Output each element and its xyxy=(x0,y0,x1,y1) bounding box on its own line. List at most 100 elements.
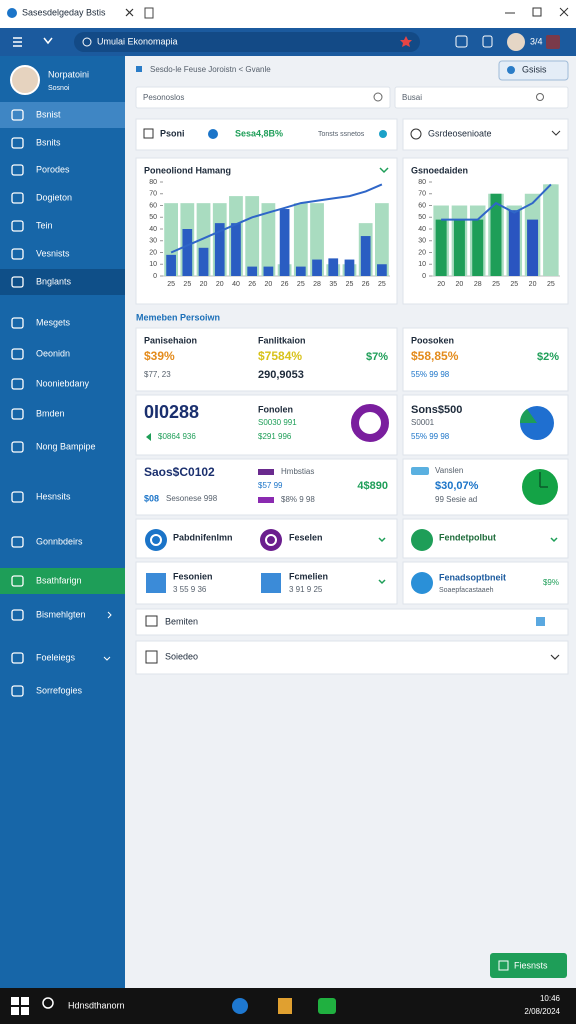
menu-item[interactable]: Tein xyxy=(36,220,53,230)
menu-item[interactable]: Gonnbdeirs xyxy=(36,536,83,546)
address-bar[interactable] xyxy=(74,32,420,52)
maximize[interactable] xyxy=(532,7,542,17)
menu-item[interactable]: Nooniebdany xyxy=(36,378,90,388)
x-tick-label: 25 xyxy=(346,281,354,288)
user-avatar[interactable] xyxy=(10,65,40,95)
sidebar-menu: Bsnist Bsnits Porodes Dogieton Tein Vesnists B… xyxy=(0,102,125,697)
footer-button[interactable] xyxy=(490,953,567,978)
menu-item-bg[interactable] xyxy=(0,269,125,295)
kpi-sub: 55% 99 98 xyxy=(411,370,450,379)
menu-item[interactable]: Bmden xyxy=(36,408,65,418)
menu-icon xyxy=(11,378,24,390)
report-sub: 3 91 9 25 xyxy=(289,585,323,594)
menu-item[interactable]: Bismehlgten xyxy=(36,609,86,619)
panel[interactable] xyxy=(135,640,569,675)
bar xyxy=(508,210,520,276)
extension-icon[interactable] xyxy=(455,35,468,48)
menu-item[interactable]: Sorrefogies xyxy=(36,685,83,695)
chart-chevron[interactable] xyxy=(379,167,389,174)
bar xyxy=(166,254,176,276)
menu-item[interactable]: Dogieton xyxy=(36,192,72,202)
menu-item[interactable]: Foeleiegs xyxy=(36,652,76,662)
summary-note: Tonsts ssnetos xyxy=(318,131,365,138)
filter-card-label: Gsrdeosenioate xyxy=(428,128,492,138)
filter-card[interactable] xyxy=(402,118,569,151)
chevron[interactable] xyxy=(378,537,386,543)
taskbar-search[interactable]: Hdnsdthanorn xyxy=(68,1000,125,1010)
taskbar-app[interactable] xyxy=(278,998,292,1014)
x-tick-label: 20 xyxy=(529,281,537,288)
menu-button[interactable] xyxy=(13,37,22,47)
taskbar-app[interactable] xyxy=(318,998,336,1014)
tab-icon[interactable] xyxy=(144,7,154,19)
filter-input[interactable] xyxy=(394,86,569,109)
bar xyxy=(312,259,322,276)
x-tick-label: 20 xyxy=(264,281,272,288)
menu-item[interactable]: Oeonidn xyxy=(36,348,70,358)
profile-avatar[interactable] xyxy=(507,33,525,51)
tab-close[interactable] xyxy=(125,8,134,17)
y-tick-label: 30 xyxy=(418,238,426,245)
bar xyxy=(182,229,193,276)
header-button-label: Gsisis xyxy=(522,64,547,74)
x-tick-label: 20 xyxy=(437,281,445,288)
bookmark-icon[interactable] xyxy=(400,36,412,47)
menu-item[interactable]: Bnglants xyxy=(36,276,72,286)
settings-button[interactable] xyxy=(546,35,560,49)
panel-toggle[interactable] xyxy=(536,617,545,626)
taskbar-app[interactable] xyxy=(232,998,248,1014)
y-tick-label: 10 xyxy=(418,261,426,268)
menu-item[interactable]: Nong Bampipe xyxy=(36,441,96,451)
search-input[interactable] xyxy=(135,86,391,109)
menu-item[interactable]: Bsathfarign xyxy=(36,575,82,585)
search-icon[interactable] xyxy=(42,997,54,1009)
menu-item[interactable]: Porodes xyxy=(36,164,70,174)
charts: Poneoliond Hamang 0 10 20 30 40 50 60 70 80 25 25 20… xyxy=(144,165,560,288)
search-icon[interactable] xyxy=(373,92,383,102)
close[interactable] xyxy=(559,7,569,17)
x-tick-label: 25 xyxy=(492,281,500,288)
start-button[interactable] xyxy=(11,997,29,1015)
footer-button-label: Fiesnsts xyxy=(514,960,548,970)
kpi-value: $58,85% xyxy=(411,349,459,363)
menu-icon xyxy=(11,164,24,176)
menu-item[interactable]: Bsnits xyxy=(36,137,61,147)
menu-chevron xyxy=(103,656,111,661)
filter-chevron[interactable] xyxy=(551,130,561,136)
bar xyxy=(247,266,258,276)
chevron[interactable] xyxy=(550,537,558,543)
y-tick-label: 60 xyxy=(418,202,426,209)
bar xyxy=(279,209,290,276)
kpi-value: $30,07% xyxy=(435,480,479,492)
menu-item[interactable]: Bsnist xyxy=(36,109,61,119)
share-icon[interactable] xyxy=(482,35,493,48)
menu-item-bg[interactable] xyxy=(0,102,125,128)
panel[interactable] xyxy=(135,608,569,636)
y-tick-label: 0 xyxy=(153,273,157,280)
menu-item[interactable]: Hesnsits xyxy=(36,491,71,501)
y-tick-label: 50 xyxy=(149,214,157,221)
app-icon xyxy=(7,8,17,18)
kpi-title: Hmbstias xyxy=(281,467,314,476)
filter-icon[interactable] xyxy=(536,93,544,101)
y-tick-label: 50 xyxy=(418,214,426,221)
summary-icon xyxy=(143,128,154,139)
menu-item[interactable]: Mesgets xyxy=(36,317,71,327)
report-title: Fesonien xyxy=(173,571,213,581)
menu-item[interactable]: Vesnists xyxy=(36,248,70,258)
nav-button[interactable] xyxy=(43,37,53,45)
menu-icon xyxy=(11,317,24,329)
menu-item-bg[interactable] xyxy=(0,568,125,594)
chevron[interactable] xyxy=(550,654,560,660)
legend-swatch xyxy=(258,497,274,503)
chevron[interactable] xyxy=(378,579,386,585)
summary-badge xyxy=(208,129,218,139)
action-label: Pabdnifenlmn xyxy=(173,532,233,542)
x-tick-label: 26 xyxy=(248,281,256,288)
kpi-delta: $7% xyxy=(366,351,388,363)
kpi-title: Sons$500 xyxy=(411,404,462,416)
panel-icon xyxy=(145,650,158,664)
summary-refresh[interactable] xyxy=(379,130,387,138)
header-button[interactable] xyxy=(498,60,569,81)
kpi-sub: 99 Sesie ad xyxy=(435,495,477,504)
